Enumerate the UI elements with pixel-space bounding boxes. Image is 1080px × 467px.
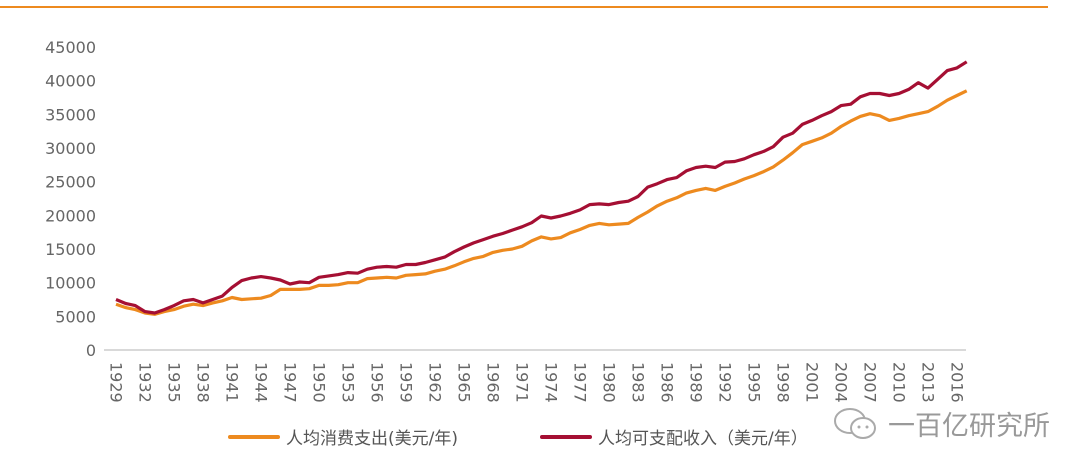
legend-swatch bbox=[228, 434, 280, 439]
x-tick-label: 1992 bbox=[716, 362, 735, 403]
x-tick-label: 2007 bbox=[861, 362, 880, 403]
y-tick-label: 10000 bbox=[45, 274, 96, 293]
legend-label: 人均消费支出(美元/年) bbox=[286, 429, 458, 449]
x-tick-label: 1950 bbox=[310, 362, 329, 403]
legend-swatch bbox=[540, 434, 592, 439]
x-tick-label: 2013 bbox=[919, 362, 938, 403]
y-axis: 0 5000 10000 15000 20000 25000 30000 35000 40000… bbox=[45, 38, 96, 360]
x-tick-label: 1932 bbox=[136, 362, 155, 403]
watermark: 一百亿研究所 bbox=[832, 404, 1050, 443]
x-tick-label: 1935 bbox=[165, 362, 184, 403]
y-tick-label: 40000 bbox=[45, 72, 96, 91]
x-tick-label: 1953 bbox=[339, 362, 358, 403]
legend-item-consumption: 人均消费支出(美元/年) bbox=[228, 424, 458, 449]
x-tick-label: 1959 bbox=[397, 362, 416, 403]
x-tick-label: 1989 bbox=[687, 362, 706, 403]
series-line-0 bbox=[115, 89, 968, 316]
y-tick-label: 30000 bbox=[45, 139, 96, 158]
x-tick-label: 1980 bbox=[600, 362, 619, 403]
x-tick-label: 1995 bbox=[745, 362, 764, 403]
x-tick-label: 1938 bbox=[194, 362, 213, 403]
x-tick-label: 1962 bbox=[426, 362, 445, 403]
series-line-1 bbox=[115, 60, 968, 315]
wechat-icon bbox=[834, 407, 876, 439]
x-tick-label: 1968 bbox=[484, 362, 503, 403]
y-tick-label: 15000 bbox=[45, 240, 96, 259]
x-tick-label: 1974 bbox=[542, 362, 561, 403]
x-tick-label: 2010 bbox=[890, 362, 909, 403]
y-tick-label: 25000 bbox=[45, 173, 96, 192]
y-tick-label: 35000 bbox=[45, 105, 96, 124]
legend-label: 人均可支配收入（美元/年） bbox=[598, 429, 808, 449]
x-tick-label: 1983 bbox=[629, 362, 648, 403]
x-tick-label: 1929 bbox=[107, 362, 126, 403]
x-tick-label: 1965 bbox=[455, 362, 474, 403]
x-tick-label: 2004 bbox=[832, 362, 851, 403]
y-tick-label: 5000 bbox=[55, 307, 96, 326]
y-tick-label: 20000 bbox=[45, 206, 96, 225]
legend-item-income: 人均可支配收入（美元/年） bbox=[540, 424, 808, 449]
top-rule bbox=[0, 6, 1048, 8]
watermark-text: 一百亿研究所 bbox=[888, 411, 1050, 442]
x-tick-label: 1998 bbox=[774, 362, 793, 403]
x-tick-label: 1971 bbox=[513, 362, 532, 403]
y-tick-label: 0 bbox=[86, 341, 96, 360]
x-axis: 1929 1932 1935 1938 1941 1944 1947 1950 1953 1956… bbox=[104, 349, 967, 403]
x-tick-label: 2016 bbox=[948, 362, 967, 403]
y-tick-label: 45000 bbox=[45, 38, 96, 57]
x-tick-label: 1956 bbox=[368, 362, 387, 403]
x-tick-label: 1944 bbox=[252, 362, 271, 403]
x-tick-label: 1977 bbox=[571, 362, 590, 403]
series-lines bbox=[115, 60, 968, 316]
x-tick-label: 2001 bbox=[803, 362, 822, 403]
x-tick-label: 1941 bbox=[223, 362, 242, 403]
x-tick-label: 1947 bbox=[281, 362, 300, 403]
x-tick-label: 1986 bbox=[658, 362, 677, 403]
